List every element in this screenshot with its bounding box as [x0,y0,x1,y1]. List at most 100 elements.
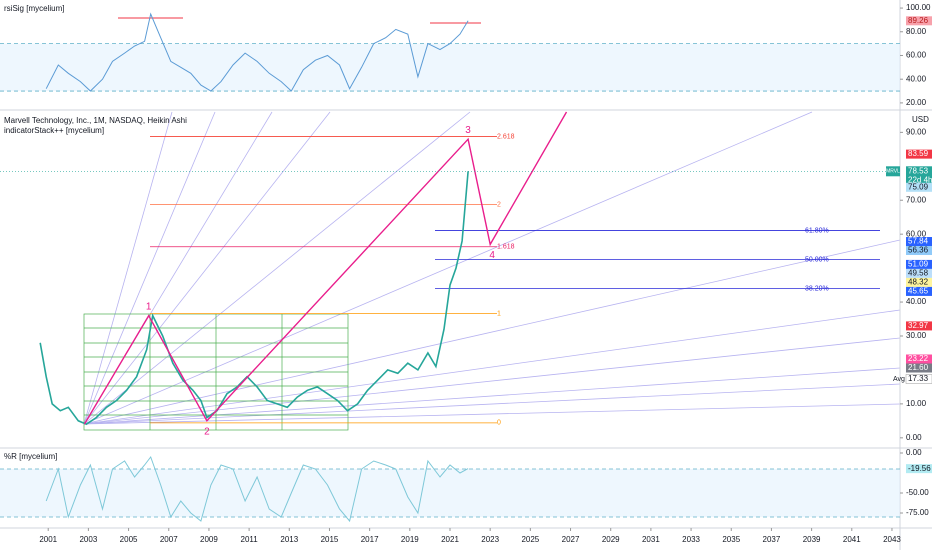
price-label: 21.60 [908,363,929,372]
symbol-label: MRVL [886,169,900,175]
price-label-box [905,374,932,384]
y-tick-label: 70.00 [906,195,927,204]
y-tick-label: 20.00 [906,98,927,107]
x-tick-label: 2021 [441,535,459,544]
price-label-box [906,286,932,296]
fib-label: 2 [497,201,501,208]
x-tick-label: 2029 [602,535,620,544]
wave-label: 1 [146,301,152,312]
series-line [45,455,469,523]
gann-box [83,313,349,431]
x-tick-label: 2009 [200,535,218,544]
countdown-label: 22d 4h [908,175,932,184]
y-tick-label: 90.00 [906,127,927,136]
price-label: 51.09 [908,260,929,269]
band-fill [0,43,900,92]
x-tick-label: 2031 [642,535,660,544]
x-tick-label: 2037 [763,535,781,544]
retracement-label: 61.80% [805,227,829,234]
y-tick-label: 100.00 [906,3,931,12]
last-value-label: 89.26 [908,16,929,25]
y-tick-label: -50.00 [906,488,929,497]
y-tick-label: 0.00 [906,433,922,442]
y-tick-label: 80.00 [906,27,927,36]
wave-label: 4 [489,250,495,261]
price-label-box [906,259,932,269]
y-tick-label: 0.00 [906,448,922,457]
y-tick-label: 60.00 [906,51,927,60]
x-tick-label: 2019 [401,535,419,544]
price-label-box [906,246,932,256]
fib-label: 2.618 [497,133,515,140]
price-label-box [906,268,932,278]
x-tick-label: 2039 [803,535,821,544]
avg-label: Avg [893,376,905,383]
wave-label: 2 [204,426,210,437]
price-label: 17.33 [908,374,929,383]
panel-title: rsiSig [mycelium] [4,4,64,13]
wave-line [83,111,568,425]
price-label: 75.09 [908,182,929,191]
y-tick-label: 40.00 [906,297,927,306]
x-tick-label: 2043 [883,535,901,544]
rsi-peak-lines [118,17,481,24]
price-label-box [906,321,932,331]
x-tick-label: 2015 [321,535,339,544]
x-tick-label: 2023 [481,535,499,544]
last-price-label: 78.53 [908,166,929,175]
panel-title: %R [mycelium] [4,452,57,461]
last-value-box [906,16,932,26]
price-label: 45.65 [908,287,929,296]
fib-label: 0 [497,420,501,427]
y-tick-label: -75.00 [906,508,929,517]
x-tick-label: 2001 [39,535,57,544]
price-label-box [906,363,932,373]
x-tick-label: 2033 [682,535,700,544]
series-line [45,12,469,92]
panel-subtitle: indicatorStack++ [mycelium] [4,126,104,135]
price-label: 23.22 [908,354,929,363]
retracement-label: 38.20% [805,285,829,292]
price-label-box [906,149,932,159]
price-label: 83.59 [908,149,929,158]
x-tick-label: 2035 [722,535,740,544]
x-tick-label: 2003 [79,535,97,544]
panel-title: Marvell Technology, Inc., 1M, NASDAQ, He… [4,116,187,125]
y-tick-label: 30.00 [906,331,927,340]
y-tick-label: 40.00 [906,74,927,83]
y-tick-label: 60.00 [906,229,927,238]
last-value-label: -19.56 [908,464,931,473]
price-label-box [906,277,932,287]
fib-label: 1 [497,310,501,317]
price-label: 48.32 [908,278,929,287]
price-label-box [906,354,932,364]
retracement-label: 50.00% [805,256,829,263]
x-tick-label: 2041 [843,535,861,544]
x-tick-label: 2007 [160,535,178,544]
x-tick-label: 2025 [521,535,539,544]
last-value-box [906,464,932,474]
price-label-box [906,237,932,247]
y-tick-label: 10.00 [906,399,927,408]
x-tick-label: 2011 [241,535,259,544]
price-label: 56.36 [908,246,929,255]
x-tick-label: 2013 [280,535,298,544]
series-line [39,171,469,426]
last-price-box [906,166,932,186]
currency-label: USD [912,115,929,124]
fib-label: 1.618 [497,244,515,251]
price-label: 49.58 [908,269,929,278]
band-fill [0,469,900,517]
price-label: 57.84 [908,237,929,246]
symbol-box [886,166,900,177]
x-tick-label: 2005 [120,535,138,544]
price-label-box [906,182,932,192]
price-label: 32.97 [908,321,929,330]
x-tick-label: 2017 [361,535,379,544]
x-tick-label: 2027 [562,535,580,544]
wave-label: 3 [465,125,471,136]
